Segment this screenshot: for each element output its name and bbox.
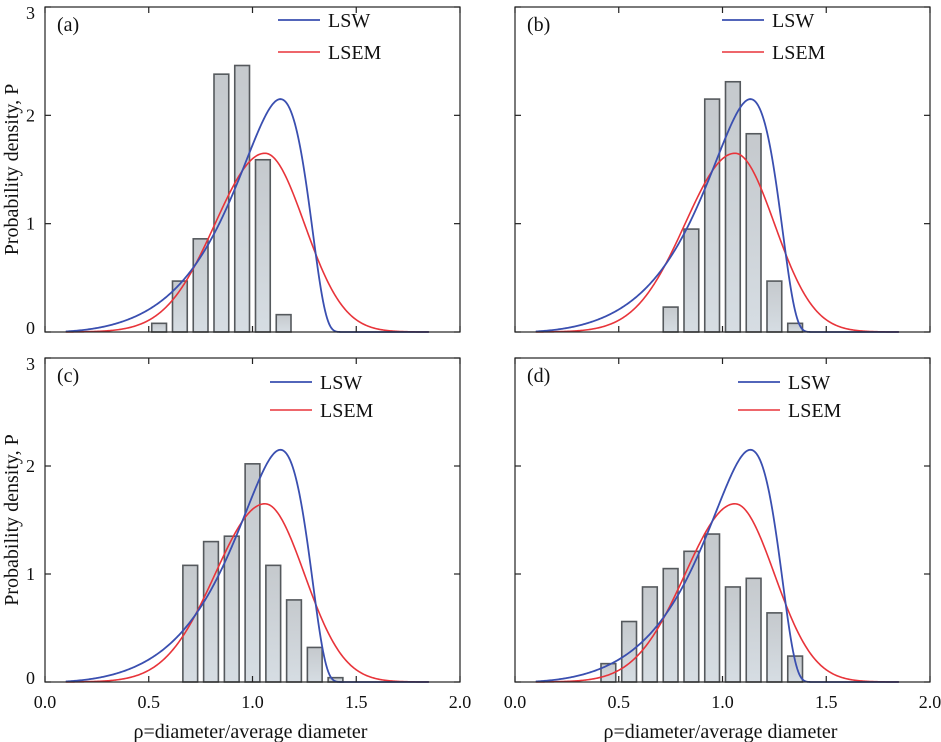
histogram-bar [150,322,168,333]
x-tick-label: 2.0 [919,692,941,712]
y-tick-label: 0 [26,318,35,338]
plot-frame [44,6,461,333]
histogram-bar [766,280,783,333]
histogram-bar [766,612,783,683]
histogram-bar [703,98,721,333]
y-tick-label: 2 [26,456,35,476]
histogram-bar [265,564,282,683]
histogram-bar [202,540,220,683]
y-tick-label: 0 [26,668,35,688]
histogram-bar [285,599,303,683]
histogram-bar [703,533,721,683]
lsem-curve [535,152,899,333]
histogram-bar [233,64,251,333]
y-tick-label: 2 [26,105,35,125]
histogram-bar [213,73,230,333]
y-tick-label: 1 [26,564,35,584]
y-tick-label: 1 [26,214,35,234]
panel-d: 0.0 0.5 1.0 1.5 2.0 ρ=diameter/average diamet… [504,357,941,742]
histogram-bar [275,313,292,333]
x-tick-label: 0.0 [504,692,527,712]
panel-label: (c) [57,365,79,387]
panel-label: (b) [527,14,550,36]
histogram-bar [683,228,700,333]
panel-label: (a) [57,14,79,36]
panel-a: 0 1 2 3 Probability density, P (a) LSW LSEM [1,3,461,338]
x-tick-label: 0.0 [34,692,57,712]
x-tick-label: 1.0 [711,692,734,712]
x-tick-label: 0.5 [138,692,161,712]
y-tick-label: 3 [26,354,35,374]
histogram-bar [306,646,323,683]
plot-frame [514,357,931,683]
legend-lsem-label: LSEM [788,400,842,422]
x-tick-label: 1.5 [815,692,838,712]
legend-lsw-label: LSW [328,10,370,32]
x-tick-label: 1.5 [345,692,368,712]
panel-c: 0 1 2 3 Probability density, P 0.0 0.5 1.0 1.5 2.… [1,354,471,742]
lsem-curve [535,502,899,683]
x-axis-title: ρ=diameter/average diameter [134,721,368,742]
histogram-bar [254,158,272,333]
y-axis-title: Probability density, P [1,434,23,605]
histogram-bar [662,306,679,333]
lsem-curve [65,502,429,683]
legend-lsem-label: LSEM [772,42,826,64]
histogram-bar [724,586,742,683]
x-tick-label: 0.5 [608,692,631,712]
x-axis-title: ρ=diameter/average diameter [604,721,838,742]
panel-label: (d) [527,365,550,387]
legend-lsem-label: LSEM [328,42,382,64]
histogram-bar [662,567,679,683]
lsem-curve [65,152,429,333]
panel-b: (b) LSW LSEM [514,6,931,333]
x-tick-label: 2.0 [449,692,472,712]
histogram-bar [745,577,762,683]
legend-lsem-label: LSEM [320,400,374,422]
plot-frame [514,6,931,333]
y-axis-title: Probability density, P [1,84,23,255]
legend-lsw-label: LSW [320,372,362,394]
legend-lsw-label: LSW [788,372,830,394]
x-tick-label: 1.0 [241,692,264,712]
legend-lsw-label: LSW [772,10,814,32]
y-tick-label: 3 [26,3,35,23]
